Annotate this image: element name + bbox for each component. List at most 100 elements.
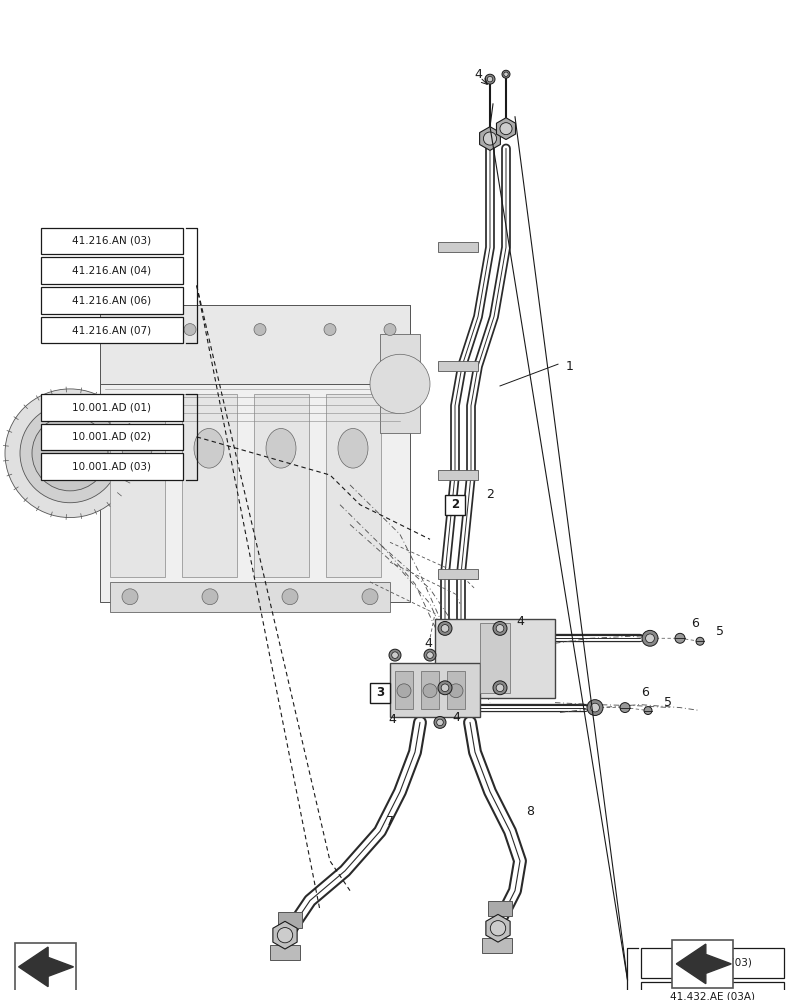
Polygon shape	[272, 921, 297, 949]
Bar	[672, 940, 732, 988]
Bar	[100, 305, 410, 602]
Circle shape	[620, 703, 629, 713]
Circle shape	[388, 649, 401, 661]
Bar	[437, 242, 478, 252]
Bar	[41, 287, 182, 314]
Circle shape	[114, 324, 126, 335]
Polygon shape	[496, 118, 515, 140]
Bar	[41, 453, 182, 480]
Ellipse shape	[266, 429, 296, 468]
Text: 41.216.AN (07): 41.216.AN (07)	[72, 325, 151, 335]
Bar	[41, 317, 182, 343]
Bar	[325, 394, 380, 577]
Circle shape	[590, 703, 599, 712]
Text: 4: 4	[516, 615, 523, 628]
Circle shape	[277, 928, 292, 943]
Text: 4: 4	[452, 711, 459, 724]
Circle shape	[423, 649, 436, 661]
Circle shape	[496, 625, 504, 632]
Bar	[437, 470, 478, 480]
Circle shape	[448, 684, 462, 698]
Circle shape	[426, 652, 433, 658]
Bar	[437, 361, 478, 371]
Circle shape	[433, 716, 445, 728]
Circle shape	[122, 589, 138, 605]
Circle shape	[492, 681, 506, 695]
Bar	[420, 671, 439, 709]
Circle shape	[254, 324, 266, 335]
Circle shape	[202, 589, 217, 605]
Circle shape	[484, 74, 495, 84]
Bar	[41, 424, 182, 450]
Circle shape	[490, 921, 505, 936]
Text: 41.216.AN (03): 41.216.AN (03)	[72, 236, 151, 246]
Bar	[100, 305, 410, 384]
Bar	[277, 912, 302, 928]
Text: 10.001.AD (02): 10.001.AD (02)	[72, 432, 151, 442]
Text: 41.216.AN (04): 41.216.AN (04)	[72, 266, 151, 276]
Bar	[109, 582, 389, 612]
Bar	[394, 671, 413, 709]
Bar	[270, 945, 299, 960]
Circle shape	[384, 324, 396, 335]
Text: 4: 4	[423, 637, 431, 650]
Bar	[435, 619, 554, 698]
Bar	[389, 663, 479, 717]
Circle shape	[501, 70, 509, 78]
Circle shape	[436, 719, 443, 726]
Bar	[437, 569, 478, 579]
Polygon shape	[19, 947, 74, 987]
Bar	[182, 394, 237, 577]
Circle shape	[362, 589, 378, 605]
Text: 5: 5	[663, 696, 672, 709]
Bar	[482, 938, 512, 953]
Circle shape	[440, 625, 448, 632]
Text: 6: 6	[690, 617, 698, 630]
Circle shape	[643, 707, 651, 714]
Ellipse shape	[337, 429, 367, 468]
Bar	[641, 948, 783, 978]
Circle shape	[674, 633, 684, 643]
Circle shape	[500, 123, 512, 135]
Bar	[446, 671, 465, 709]
Text: 41.432.AE (03A): 41.432.AE (03A)	[669, 992, 754, 1000]
Text: 2: 2	[450, 498, 458, 511]
Circle shape	[370, 354, 430, 414]
Circle shape	[487, 76, 492, 82]
Bar	[380, 334, 419, 433]
Circle shape	[483, 132, 496, 145]
Circle shape	[5, 389, 135, 518]
Text: 41.216.AN (06): 41.216.AN (06)	[72, 295, 151, 305]
Bar	[487, 901, 512, 916]
Circle shape	[440, 684, 448, 692]
Circle shape	[32, 416, 108, 491]
Circle shape	[492, 621, 506, 635]
Text: 4: 4	[388, 713, 396, 726]
Text: 10.001.AD (01): 10.001.AD (01)	[72, 402, 151, 412]
Text: 1: 1	[565, 360, 573, 373]
Ellipse shape	[122, 429, 152, 468]
Bar	[641, 982, 783, 1000]
Text: 10.001.AD (03): 10.001.AD (03)	[72, 462, 151, 472]
Text: 7: 7	[385, 815, 393, 828]
Polygon shape	[479, 127, 500, 150]
Circle shape	[423, 684, 436, 698]
Polygon shape	[485, 914, 509, 942]
Circle shape	[645, 634, 654, 643]
Bar	[479, 623, 509, 693]
Bar	[109, 394, 165, 577]
Circle shape	[586, 700, 603, 715]
Ellipse shape	[194, 429, 224, 468]
Circle shape	[184, 324, 195, 335]
Circle shape	[437, 681, 452, 695]
Circle shape	[496, 684, 504, 692]
Bar	[41, 228, 182, 254]
Circle shape	[324, 324, 336, 335]
Bar	[370, 683, 389, 703]
Text: 2: 2	[486, 488, 493, 501]
Text: 3: 3	[375, 686, 384, 699]
Circle shape	[695, 637, 703, 645]
Circle shape	[391, 652, 398, 658]
Text: 8: 8	[526, 805, 534, 818]
Circle shape	[437, 621, 452, 635]
